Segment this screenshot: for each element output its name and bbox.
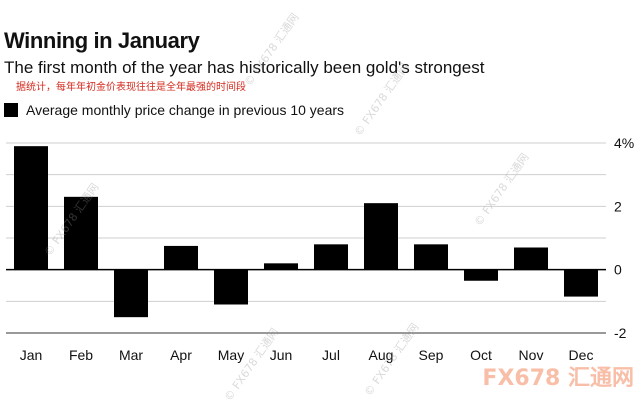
x-tick-label: Aug (369, 347, 394, 363)
bar-nov (514, 247, 548, 270)
x-tick-label: Nov (519, 347, 544, 363)
chart-title: Winning in January (4, 28, 200, 53)
x-tick-label: Dec (569, 347, 594, 363)
x-tick-label: Sep (419, 347, 444, 363)
chart-subtitle: The first month of the year has historic… (4, 58, 485, 77)
bar-mar (114, 269, 148, 318)
x-tick-label: Jul (322, 347, 340, 363)
x-tick-label: Jan (20, 347, 43, 363)
bar-jun (264, 263, 298, 270)
bar-aug (364, 203, 398, 270)
bar-apr (164, 245, 198, 270)
y-tick-label: 0 (614, 262, 622, 278)
y-tick-label: -2 (614, 325, 627, 341)
bar-jan (14, 146, 48, 270)
bar-jul (314, 244, 348, 270)
legend-swatch (4, 103, 18, 117)
x-tick-label: Feb (69, 347, 93, 363)
x-tick-label: May (218, 347, 244, 363)
bar-dec (564, 269, 598, 297)
annotation-note: 据统计，每年年初金价表现往往是全年最强的时间段 (16, 82, 246, 93)
chart-legend: Average monthly price change in previous… (4, 102, 344, 118)
x-tick-label: Apr (170, 347, 192, 363)
x-tick-label: Jun (270, 347, 293, 363)
y-tick-label: 2 (614, 198, 622, 214)
x-tick-label: Mar (119, 347, 143, 363)
bar-oct (464, 269, 498, 281)
bar-may (214, 269, 248, 305)
y-tick-label: 4% (614, 135, 634, 151)
x-tick-label: Oct (470, 347, 492, 363)
bar-feb (64, 196, 98, 270)
bar-sep (414, 244, 448, 270)
legend-label: Average monthly price change in previous… (26, 102, 345, 118)
